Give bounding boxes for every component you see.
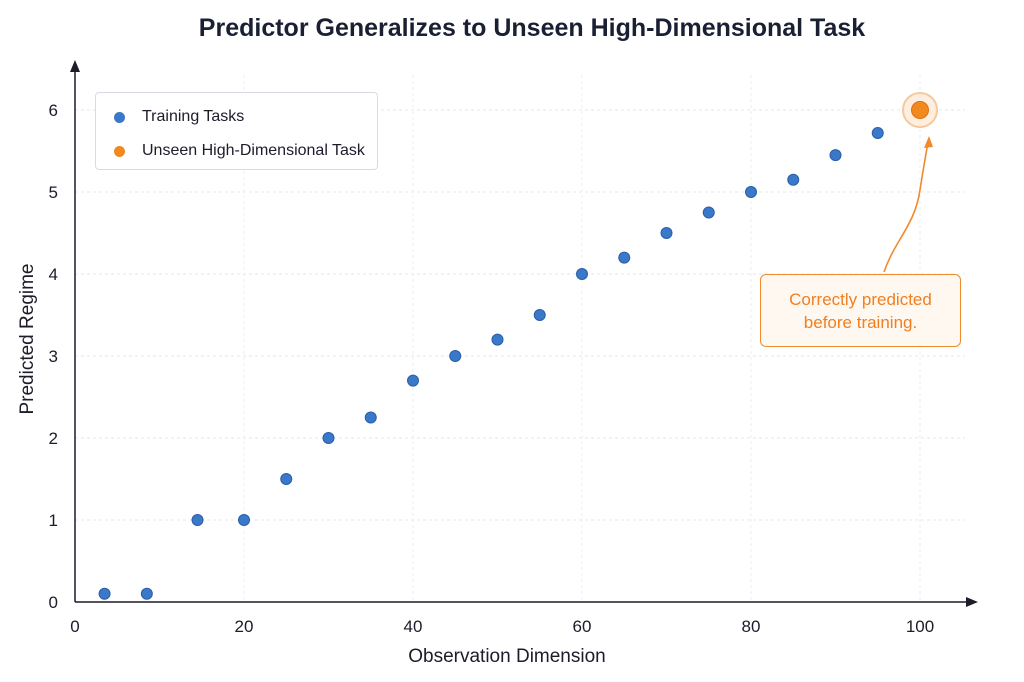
training-task-point: [576, 268, 588, 280]
y-tick-label: 6: [49, 101, 58, 120]
legend-entry-training: Training Tasks: [114, 108, 244, 126]
annotation-line-2: before training.: [803, 312, 918, 332]
legend-label-training: Training Tasks: [142, 108, 245, 125]
unseen-task-point: [911, 101, 929, 119]
y-tick-label: 4: [49, 265, 58, 284]
y-tick-label: 2: [49, 429, 58, 448]
y-tick-label: 5: [49, 183, 58, 202]
training-task-point: [533, 309, 546, 321]
annotation-line-1: Correctly predicted: [789, 289, 932, 309]
tick-labels: 0 20 40 60 80 100 0 1 2 3 4 5 6: [49, 101, 935, 636]
training-task-point: [98, 587, 111, 600]
data-points: [98, 92, 938, 600]
training-task-point: [280, 473, 293, 485]
x-axis-arrow: [966, 597, 978, 607]
training-task-point: [491, 333, 504, 346]
legend-label-unseen: Unseen High-Dimensional Task: [142, 142, 365, 159]
training-task-point: [829, 149, 842, 162]
training-task-point: [618, 251, 631, 264]
legend-marker-training: [114, 111, 125, 123]
x-tick-label: 40: [404, 617, 423, 636]
y-tick-label: 0: [49, 593, 58, 612]
x-tick-label: 100: [906, 617, 934, 636]
axes: [70, 60, 978, 607]
training-task-point: [745, 186, 757, 198]
training-task-point: [871, 126, 884, 139]
chart-title: Predictor Generalizes to Unseen High-Dim…: [198, 14, 866, 42]
x-tick-label: 20: [235, 617, 254, 636]
y-axis-arrow: [70, 60, 80, 72]
x-tick-label: 60: [573, 617, 592, 636]
training-task-point: [702, 206, 715, 219]
legend-entry-unseen: Unseen High-Dimensional Task: [114, 142, 365, 160]
legend: Training Tasks Unseen High-Dimensional T…: [95, 92, 378, 170]
y-tick-label: 3: [49, 347, 58, 366]
training-task-point: [322, 432, 335, 444]
x-tick-label: 0: [70, 617, 79, 636]
training-task-point: [140, 587, 153, 600]
training-task-point: [449, 350, 462, 362]
legend-marker-unseen: [114, 145, 125, 157]
training-task-point: [787, 173, 800, 186]
annotation-arrow: [883, 136, 933, 273]
training-task-point: [191, 514, 204, 526]
x-axis-label: Observation Dimension: [408, 646, 606, 667]
y-tick-label: 1: [49, 511, 58, 530]
training-task-point: [364, 411, 377, 424]
training-task-point: [407, 374, 419, 387]
training-task-point: [238, 514, 250, 526]
x-tick-label: 80: [742, 617, 761, 636]
annotation-callout: Correctly predicted before training.: [760, 274, 961, 347]
training-task-point: [660, 227, 673, 239]
y-axis-label: Predicted Regime: [17, 263, 38, 415]
